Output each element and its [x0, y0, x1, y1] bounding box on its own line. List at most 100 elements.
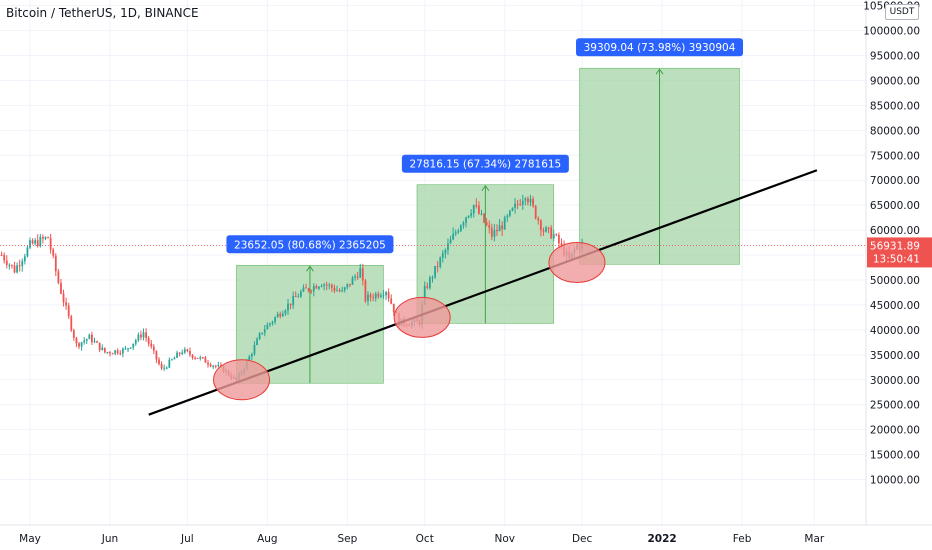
candle-body: [300, 291, 302, 297]
candle-body: [470, 213, 473, 216]
time-tick-label: 2022: [647, 533, 676, 545]
candle-body: [330, 284, 333, 288]
currency-button[interactable]: USDT: [885, 4, 919, 20]
price-tick-label: 100000.00: [863, 26, 920, 38]
candle-body: [269, 323, 271, 325]
candle-body: [519, 204, 522, 206]
candle-body: [201, 357, 204, 359]
candle-body: [57, 271, 60, 283]
candle-body: [390, 298, 393, 304]
candle-body: [23, 256, 26, 262]
candle-body: [103, 347, 106, 353]
candle-body: [158, 359, 160, 365]
candle-body: [478, 205, 480, 214]
candle-body: [318, 286, 320, 289]
price-tick-label: 70000.00: [870, 175, 920, 187]
candle-body: [534, 205, 537, 219]
candle-body: [83, 340, 86, 343]
range-label-3: 39309.04 (73.98%) 3930904: [584, 42, 736, 54]
candle-body: [250, 354, 253, 357]
candle-body: [387, 292, 390, 299]
price-tick-label: 95000.00: [870, 51, 920, 63]
candle-body: [101, 347, 104, 351]
range-arrowhead-1: [306, 265, 314, 272]
price-tick-label: 40000.00: [870, 325, 920, 337]
candle-body: [11, 264, 13, 266]
candle-body: [441, 253, 444, 258]
candle-body: [140, 334, 142, 338]
candle-body: [292, 295, 295, 306]
candle-body: [372, 297, 375, 299]
candle-body: [18, 265, 21, 267]
candle-body: [467, 215, 470, 218]
candle-body: [287, 303, 289, 311]
range-label-2: 27816.15 (67.34%) 2781615: [409, 159, 561, 171]
candle-body: [423, 286, 426, 305]
time-tick-label: Mar: [804, 533, 824, 545]
candle-body: [297, 296, 300, 298]
candle-body: [449, 239, 452, 244]
candle-body: [47, 237, 49, 239]
price-tick-label: 85000.00: [870, 100, 920, 112]
candle-body: [145, 332, 147, 338]
candle-body: [62, 293, 65, 303]
candle-body: [72, 330, 75, 338]
candle-body: [263, 329, 266, 333]
candle-body: [320, 285, 323, 287]
candle-body: [93, 341, 96, 343]
candle-body: [338, 290, 341, 292]
candle-body: [315, 285, 318, 289]
candle-body: [552, 234, 555, 239]
candle-body: [346, 283, 349, 288]
candle-body: [16, 265, 18, 273]
range-label-box-2: [401, 154, 569, 173]
candle-body: [436, 265, 439, 267]
candle-body: [196, 357, 199, 359]
candle-body: [503, 217, 506, 230]
range-arrowhead-3: [655, 68, 664, 75]
candle-body: [429, 277, 431, 288]
candle-body: [109, 352, 111, 354]
candle-body: [276, 313, 279, 318]
candle-body: [194, 357, 197, 359]
candle-body: [488, 225, 491, 228]
candle-body: [178, 352, 181, 354]
price-tick-label: 80000.00: [870, 125, 920, 137]
candle-body: [116, 350, 119, 354]
candle-body: [485, 222, 488, 226]
candle-body: [119, 353, 122, 355]
candle-body: [547, 227, 550, 229]
candle-body: [508, 210, 511, 216]
candle-body: [459, 225, 462, 232]
candle-body: [351, 277, 354, 285]
candle-body: [361, 268, 364, 281]
candle-body: [444, 250, 447, 254]
candle-body: [137, 334, 140, 341]
candle-body: [426, 286, 429, 288]
highlight-circle-3: [548, 242, 606, 284]
candle-body: [134, 340, 137, 344]
price-tick-label: 65000.00: [870, 200, 920, 212]
candle-body: [152, 346, 155, 351]
candle-body: [325, 284, 328, 286]
candle-body: [52, 249, 55, 256]
candle-body: [5, 260, 8, 266]
candle-body: [310, 290, 313, 292]
candle-body: [545, 227, 547, 232]
symbol-title: Bitcoin / TetherUS, 1D, BINANCE: [6, 6, 199, 20]
candle-body: [305, 287, 307, 289]
time-tick-label: Oct: [416, 533, 434, 545]
candle-body: [506, 215, 509, 218]
candle-body: [42, 236, 44, 239]
candle-body: [132, 343, 135, 348]
candle-body: [189, 351, 191, 355]
candle-body: [498, 225, 501, 232]
candle-body: [3, 255, 6, 261]
candle-body: [80, 342, 83, 347]
price-axis-bg: [866, 0, 932, 550]
candle-body: [354, 276, 356, 278]
candle-body: [558, 234, 560, 244]
price-tick-label: 15000.00: [870, 450, 920, 462]
